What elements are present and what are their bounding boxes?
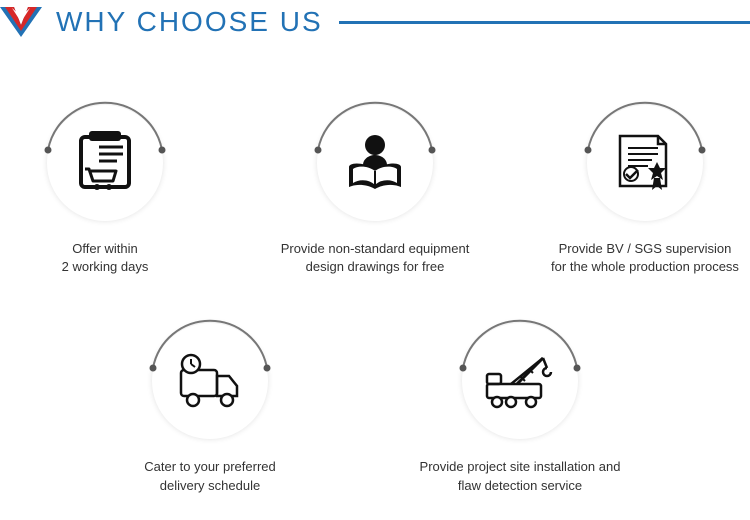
arc-decoration-icon — [580, 90, 710, 160]
feature-item: Provide BV / SGS supervision for the who… — [545, 98, 745, 276]
caption-line: Provide non-standard equipment — [281, 241, 470, 256]
caption-line: flaw detection service — [458, 478, 582, 493]
feature-caption: Provide project site installation and fl… — [420, 458, 621, 494]
feature-caption: Offer within 2 working days — [62, 240, 149, 276]
title-divider-line — [339, 21, 750, 24]
feature-icon-wrap — [145, 316, 275, 446]
caption-line: Cater to your preferred — [144, 459, 276, 474]
feature-icon-wrap — [580, 98, 710, 228]
feature-caption: Provide non-standard equipment design dr… — [281, 240, 470, 276]
caption-line: for the whole production process — [551, 259, 739, 274]
feature-item: Provide non-standard equipment design dr… — [275, 98, 475, 276]
caption-line: design drawings for free — [306, 259, 445, 274]
feature-icon-wrap — [455, 316, 585, 446]
caption-line: Provide BV / SGS supervision — [559, 241, 732, 256]
feature-icon-wrap — [310, 98, 440, 228]
logo-v-icon — [0, 7, 42, 37]
feature-item: Offer within 2 working days — [5, 98, 205, 276]
caption-line: Provide project site installation and — [420, 459, 621, 474]
feature-item: Cater to your preferred delivery schedul… — [110, 316, 310, 494]
caption-line: Offer within — [72, 241, 138, 256]
features-row-2: Cater to your preferred delivery schedul… — [0, 316, 750, 494]
feature-item: Provide project site installation and fl… — [400, 316, 640, 494]
arc-decoration-icon — [455, 308, 585, 378]
arc-decoration-icon — [145, 308, 275, 378]
section-header: WHY CHOOSE US — [0, 0, 750, 38]
arc-decoration-icon — [40, 90, 170, 160]
features-row-1: Offer within 2 working days Provide non — [0, 98, 750, 276]
section-title: WHY CHOOSE US — [56, 6, 323, 38]
arc-decoration-icon — [310, 90, 440, 160]
feature-caption: Provide BV / SGS supervision for the who… — [551, 240, 739, 276]
feature-caption: Cater to your preferred delivery schedul… — [144, 458, 276, 494]
caption-line: delivery schedule — [160, 478, 260, 493]
feature-icon-wrap — [40, 98, 170, 228]
caption-line: 2 working days — [62, 259, 149, 274]
